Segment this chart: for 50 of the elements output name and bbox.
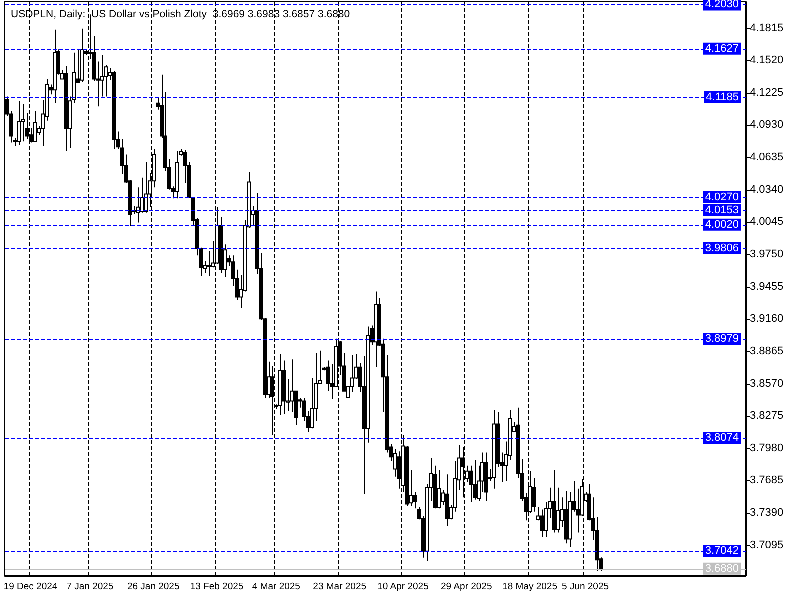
candlestick <box>474 460 478 500</box>
y-tick-label: 4.0930 <box>750 119 784 132</box>
text: USDPLN, Daily: US Dollar vs Polish Zloty 3.6969 3.6983 3.6857 3.6880 <box>11 8 350 20</box>
y-tick-label: 4.0045 <box>750 216 784 228</box>
candlestick <box>144 162 148 214</box>
x-tick-label: 19 Dec 2024 <box>4 582 58 592</box>
ref-line-label: 3.8074 <box>705 432 739 444</box>
candlestick <box>208 250 212 277</box>
y-tick-label: 3.7980 <box>750 442 784 454</box>
candlestick <box>532 477 536 512</box>
y-tick-label: 3.8865 <box>750 345 784 358</box>
ref-line-label: 4.0020 <box>705 218 739 231</box>
x-tick-label: 18 May 2025 <box>502 582 558 592</box>
ref-line-label: 3.9806 <box>705 242 739 254</box>
y-tick-label: 3.9160 <box>750 313 784 326</box>
ref-line-label: 4.0153 <box>705 204 739 216</box>
ref-line-label: 3.6880 <box>705 562 739 575</box>
x-tick-label: 7 Jan 2025 <box>66 582 114 592</box>
y-tick-label: 4.1520 <box>750 54 784 67</box>
x-tick-label: 13 Feb 2025 <box>190 582 244 592</box>
x-tick-label: 4 Mar 2025 <box>252 582 300 592</box>
y-tick-label: 4.1225 <box>750 86 784 99</box>
ref-line-label: 4.1627 <box>705 42 739 55</box>
y-tick-label: 3.9750 <box>750 248 784 260</box>
y-tick-label: 4.0635 <box>750 152 784 164</box>
y-tick-label: 3.7390 <box>750 507 784 520</box>
candlestick <box>540 509 544 538</box>
candlestick <box>22 104 26 142</box>
y-tick-label: 3.8275 <box>750 410 784 422</box>
candlestick <box>414 492 418 510</box>
candlestick <box>34 110 38 142</box>
y-tick-label: 4.1815 <box>750 22 784 34</box>
candlestick <box>18 100 22 146</box>
y-tick-label: 3.9455 <box>750 280 784 293</box>
x-tick-label: 29 Apr 2025 <box>441 582 492 592</box>
ref-line-label: 4.2030 <box>705 0 739 11</box>
ref-line-label: 3.7042 <box>705 545 739 558</box>
candlestick <box>438 470 442 510</box>
y-tick-label: 3.7685 <box>750 474 784 487</box>
x-tick-label: 23 Mar 2025 <box>313 582 367 592</box>
x-tick-label: 10 Apr 2025 <box>378 582 429 592</box>
y-tick-label: 3.8570 <box>750 378 784 390</box>
y-tick-label: 4.0340 <box>750 184 784 196</box>
ref-line-label: 4.0270 <box>705 192 739 204</box>
x-tick-label: 5 Jun 2025 <box>562 582 610 592</box>
ref-line-label: 3.8979 <box>705 332 739 345</box>
ref-line-label: 4.1185 <box>706 91 739 104</box>
candlestick <box>556 487 560 534</box>
y-tick-label: 3.7095 <box>750 539 784 552</box>
x-tick-label: 26 Jan 2025 <box>127 582 180 592</box>
